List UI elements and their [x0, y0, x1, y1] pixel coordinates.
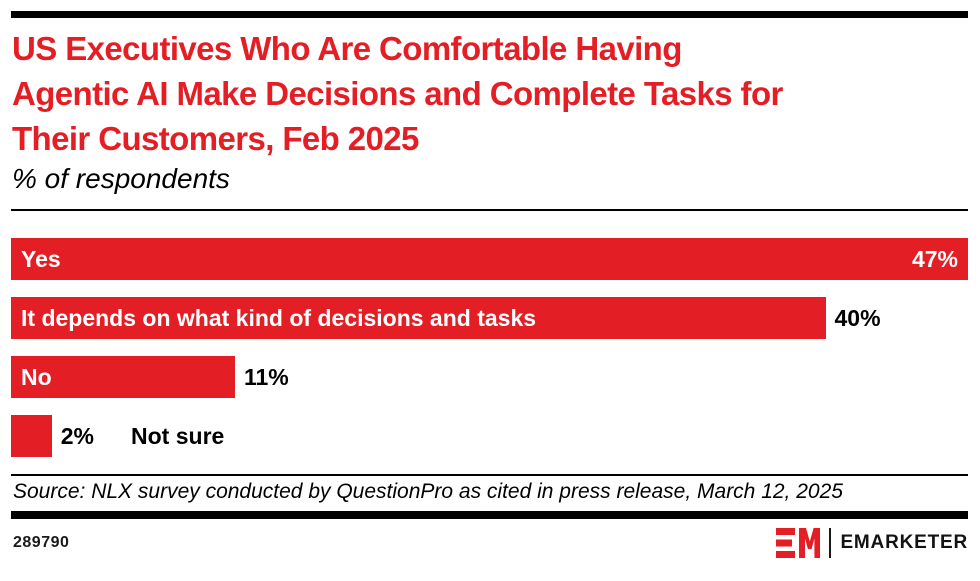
- bar-category-label: It depends on what kind of decisions and…: [21, 304, 537, 331]
- bar: It depends on what kind of decisions and…: [11, 297, 826, 339]
- bar-chart: Yes 47% It depends on what kind of decisio…: [11, 238, 968, 457]
- chart-title-line: Their Customers, Feb 2025: [12, 120, 419, 157]
- chart-subtitle: % of respondents: [12, 163, 230, 194]
- bottom-accent-bar: [11, 511, 968, 519]
- logo-divider: [829, 528, 832, 558]
- chart-title-line: US Executives Who Are Comfortable Having: [12, 30, 682, 67]
- bar-value-label: 11%: [243, 363, 289, 390]
- top-accent-bar: [11, 11, 968, 18]
- emarketer-wordmark: EMARKETER: [840, 532, 968, 553]
- bar-row: Yes 47%: [11, 238, 968, 280]
- bar: No: [11, 356, 235, 398]
- source-divider-rule: [11, 474, 968, 476]
- chart-title-line: Agentic AI Make Decisions and Complete T…: [12, 75, 783, 112]
- bar-value-label: 2%: [60, 422, 95, 449]
- bar: Yes 47%: [11, 238, 968, 280]
- bar: [11, 415, 52, 457]
- footer: 289790 EMARKETER: [11, 528, 968, 558]
- source-note: Source: NLX survey conducted by Question…: [13, 480, 843, 503]
- bar-row: 2% Not sure: [11, 415, 968, 457]
- bar-category-label: Yes: [21, 245, 61, 272]
- em-monogram-icon: [776, 528, 821, 558]
- chart-title: US Executives Who Are Comfortable Having…: [12, 26, 968, 161]
- bar-row: It depends on what kind of decisions and…: [11, 297, 968, 339]
- bar-category-label: Not sure: [131, 422, 225, 449]
- header-divider-rule: [11, 209, 968, 211]
- emarketer-logo: EMARKETER: [776, 528, 968, 558]
- bar-value-label: 47%: [911, 245, 958, 272]
- bar-value-label: 40%: [834, 304, 881, 331]
- chart-id: 289790: [13, 534, 70, 551]
- bar-category-label: No: [21, 363, 52, 390]
- bar-row: No 11%: [11, 356, 968, 398]
